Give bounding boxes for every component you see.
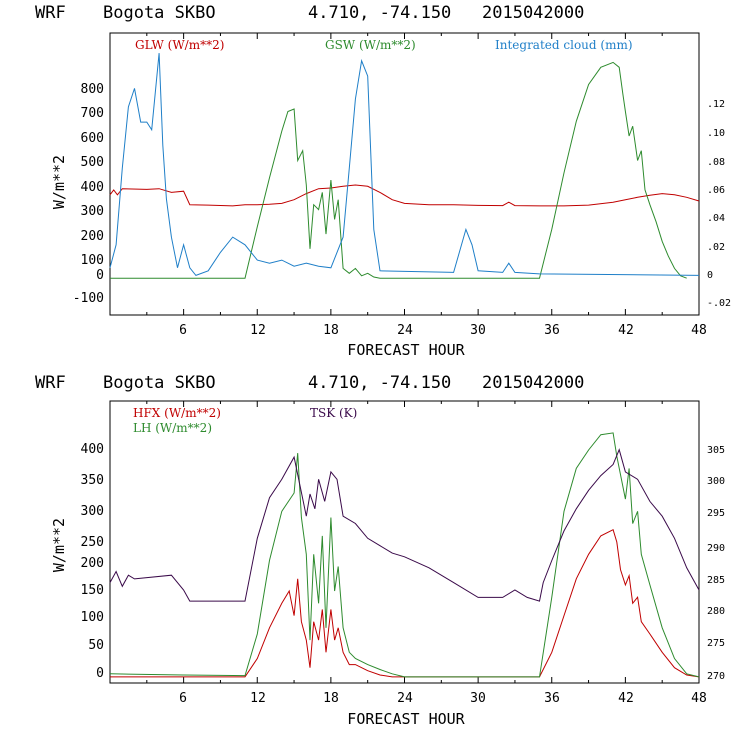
panel-1-y2tick: 0 — [707, 270, 713, 281]
panel-2-xtick: 36 — [544, 691, 560, 706]
panel-1-y2tick: -.02 — [707, 298, 731, 309]
panel-2-plot-frame — [109, 400, 700, 684]
panel-1-ytick: 600 — [81, 131, 104, 146]
panel-2-header-station: Bogota SKBO — [103, 373, 216, 393]
panel-1-xtick: 36 — [544, 323, 560, 338]
panel-2-y2tick: 300 — [707, 476, 725, 487]
panel-1-xtick: 48 — [691, 323, 707, 338]
panel-2-header-coords: 4.710, -74.150 — [308, 373, 451, 393]
panel-2-xtick: 6 — [179, 691, 187, 706]
panel-2-tick-marks — [109, 401, 700, 683]
panel-1-y2tick: .08 — [707, 157, 725, 168]
panel-1-legend-glw: GLW (W/m**2) — [135, 38, 224, 52]
panel-2-y2tick: 305 — [707, 445, 725, 456]
panel-2-xtick: 12 — [250, 691, 266, 706]
panel-1-y2tick: .12 — [707, 99, 725, 110]
panel-2-xtick: 42 — [618, 691, 634, 706]
panel-1-ytick: -100 — [73, 291, 104, 306]
panel-2-xtick: 48 — [691, 691, 707, 706]
panel-2-ytick: 400 — [81, 442, 104, 457]
panel-1-header-init: 2015042000 — [482, 3, 584, 23]
panel-1-y2tick: .06 — [707, 185, 725, 196]
panel-2-ytick: 50 — [88, 638, 104, 653]
panel-2-y2tick: 275 — [707, 638, 725, 649]
panel-1-xtick: 42 — [618, 323, 634, 338]
panel-2-ytick: 150 — [81, 583, 104, 598]
panel-2-y2tick: 285 — [707, 575, 725, 586]
panel-1-header-station: Bogota SKBO — [103, 3, 216, 23]
panel-1-series-glw-line — [109, 184, 700, 207]
panel-1-header-coords: 4.710, -74.150 — [308, 3, 451, 23]
panel-2-series-hfx-line — [110, 528, 700, 678]
panel-2-legend-tsk: TSK (K) — [310, 406, 357, 420]
panel-2-y2tick: 295 — [707, 508, 725, 519]
panel-1-ytick: 100 — [81, 253, 104, 268]
panel-1-ytick: 200 — [81, 229, 104, 244]
panel-1-y2tick: .02 — [707, 242, 725, 253]
panel-1-ytick: 500 — [81, 155, 104, 170]
panel-1-ylabel: W/m**2 — [50, 155, 68, 209]
panel-2-ytick: 200 — [81, 556, 104, 571]
panel-1-xtick: 12 — [250, 323, 266, 338]
panel-2-ytick: 250 — [81, 535, 104, 550]
panel-2-ytick: 0 — [96, 666, 104, 681]
panel-1: WRF Bogota SKBO 4.710, -74.150 201504200… — [35, 3, 731, 359]
panel-2-series-lh-line — [109, 432, 700, 678]
panel-2-header-model: WRF — [35, 373, 66, 393]
panel-1-series-cloud-line — [109, 53, 700, 276]
panel-2-ytick: 100 — [81, 610, 104, 625]
panel-2-y2tick: 270 — [707, 671, 725, 682]
panel-1-ytick: 300 — [81, 204, 104, 219]
panel-2-legend-hfx: HFX (W/m**2) — [133, 406, 221, 420]
panel-1-ytick: 700 — [81, 106, 104, 121]
panel-1-header-model: WRF — [35, 3, 66, 23]
panel-1-xtick: 24 — [397, 323, 413, 338]
panel-2-ylabel: W/m**2 — [50, 518, 68, 572]
panel-2-xlabel: FORECAST HOUR — [347, 710, 465, 728]
panel-1-ytick: 400 — [81, 180, 104, 195]
panel-1-series-gsw-line — [110, 61, 687, 279]
panel-1-xtick: 6 — [179, 323, 187, 338]
panel-1-tick-marks — [109, 33, 700, 315]
panel-2-header-init: 2015042000 — [482, 373, 584, 393]
panel-2-xtick: 24 — [397, 691, 413, 706]
panel-1-xtick: 18 — [323, 323, 339, 338]
panel-1-y2tick: .04 — [707, 213, 725, 224]
panel-2-ytick: 350 — [81, 473, 104, 488]
panel-2-legend-lh: LH (W/m**2) — [133, 421, 212, 435]
panel-2-y2tick: 280 — [707, 606, 725, 617]
panel-1-xtick: 30 — [470, 323, 486, 338]
panel-2-y2tick: 290 — [707, 543, 725, 554]
panel-1-plot-frame — [109, 32, 700, 316]
panel-2-ytick: 300 — [81, 504, 104, 519]
panel-1-xlabel: FORECAST HOUR — [347, 341, 465, 359]
panel-1-legend-cloud: Integrated cloud (mm) — [495, 38, 633, 52]
panel-2-xtick: 30 — [470, 691, 486, 706]
panel-2-series-tsk-line — [109, 448, 700, 602]
panel-1-y2tick: .10 — [707, 128, 725, 139]
panel-1-legend-gsw: GSW (W/m**2) — [325, 38, 416, 52]
panel-2: WRF Bogota SKBO 4.710, -74.150 201504200… — [35, 373, 725, 728]
panel-1-ytick: 800 — [81, 82, 104, 97]
panel-1-ytick: 0 — [96, 268, 104, 283]
panel-2-xtick: 18 — [323, 691, 339, 706]
